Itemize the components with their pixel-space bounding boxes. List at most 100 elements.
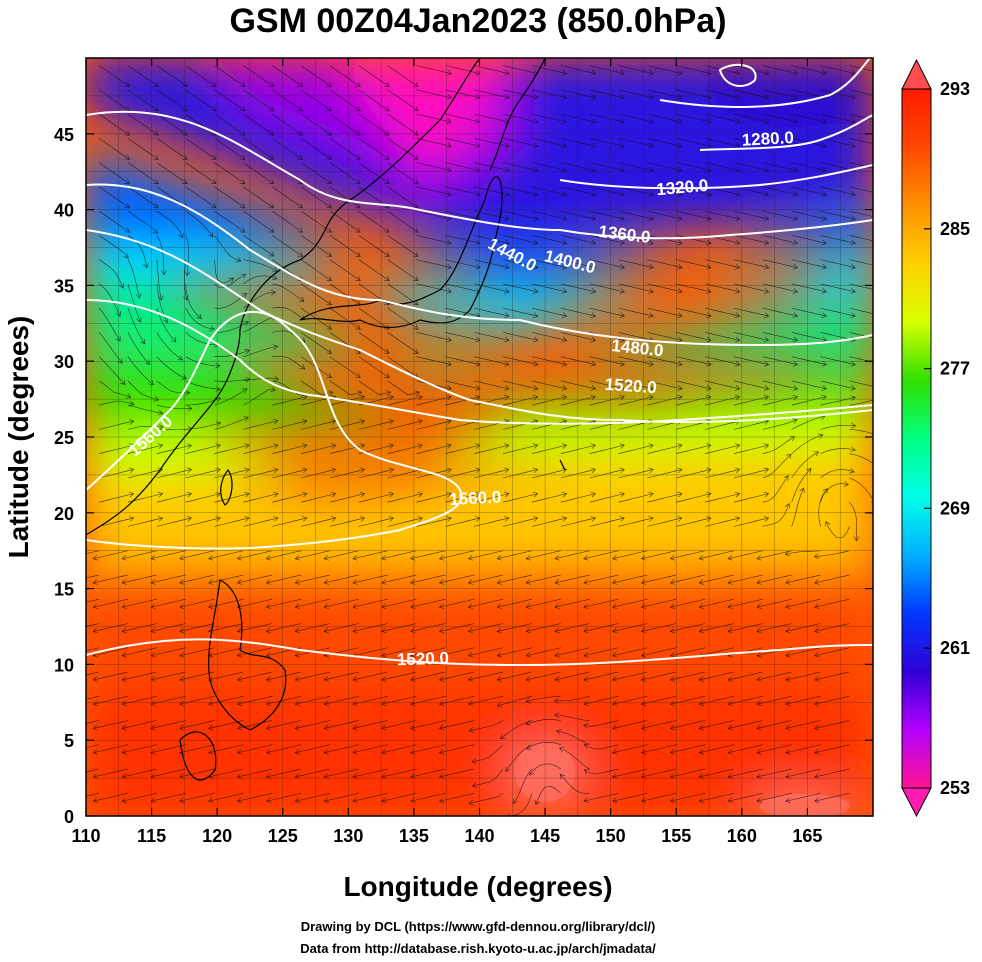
streamline [416, 138, 452, 147]
streamline [387, 113, 419, 136]
streamline-arrowhead [121, 724, 127, 731]
streamline-arrowhead [590, 191, 597, 197]
streamline [531, 307, 567, 317]
streamline-arrowhead [352, 579, 358, 585]
streamline [358, 469, 394, 479]
streamline-arrowhead [208, 603, 214, 610]
streamline [641, 695, 677, 705]
streamline-arrowhead [92, 700, 99, 707]
streamline-arrowhead [273, 443, 279, 449]
streamline-arrowhead [640, 627, 647, 634]
streamline [127, 380, 159, 401]
streamline [820, 210, 856, 220]
streamline-arrowhead [446, 467, 452, 474]
streamline [733, 186, 769, 196]
streamline-arrowhead [413, 203, 419, 209]
streamline [329, 493, 365, 503]
streamline [358, 356, 390, 378]
y-tick-label: 35 [54, 276, 74, 296]
streamline-arrowhead [355, 178, 361, 185]
streamline-arrowhead [561, 118, 568, 124]
streamline-arrowhead [182, 154, 188, 160]
streamline-arrowhead [236, 749, 243, 755]
streamline-arrowhead [879, 361, 884, 366]
streamline [531, 89, 567, 99]
streamline [300, 283, 332, 306]
streamline-arrowhead [561, 516, 568, 522]
streamline-arrowhead [92, 749, 99, 755]
streamline [531, 420, 567, 430]
streamline [185, 89, 217, 112]
streamline [560, 138, 596, 147]
streamline [676, 469, 711, 479]
streamline-arrowhead [244, 467, 250, 474]
streamline [589, 210, 625, 220]
streamline [156, 259, 162, 301]
streamline-arrowhead [561, 443, 568, 449]
streamline [156, 235, 165, 275]
streamline [439, 744, 475, 754]
streamline [791, 210, 827, 220]
streamline [785, 671, 821, 681]
streamline [358, 210, 390, 233]
streamline-arrowhead [446, 385, 452, 391]
streamline-arrowhead [208, 797, 214, 804]
streamline [93, 647, 129, 657]
streamline-arrowhead [211, 203, 217, 209]
streamline [791, 332, 827, 341]
coastlines [86, 58, 566, 781]
streamline-arrowhead [297, 203, 304, 209]
streamline [814, 744, 850, 754]
streamline [387, 396, 423, 406]
streamline-arrowhead [294, 700, 301, 707]
streamline [554, 671, 590, 681]
streamline-arrowhead [475, 118, 481, 124]
streamline-arrowhead [814, 700, 820, 707]
streamline-arrowhead [158, 424, 164, 430]
streamline-arrowhead [124, 203, 130, 209]
streamline-arrowhead [467, 603, 474, 610]
streamline-arrowhead [706, 516, 712, 522]
streamline [295, 793, 331, 802]
streamline-arrowhead [756, 676, 762, 682]
streamline [150, 550, 186, 559]
streamline-arrowhead [326, 348, 332, 354]
streamline-arrowhead [763, 239, 770, 246]
streamline [762, 162, 798, 171]
streamline [762, 259, 798, 268]
streamline [849, 307, 873, 314]
streamline-arrowhead [446, 288, 452, 294]
streamline [387, 517, 423, 527]
streamline-arrowhead [677, 191, 683, 197]
streamline [127, 89, 159, 112]
streamline-arrowhead [150, 555, 156, 561]
streamline-arrowhead [706, 467, 712, 474]
streamline [127, 283, 141, 323]
streamline-arrowhead [496, 652, 503, 658]
streamline-arrowhead [727, 749, 733, 755]
streamline-arrowhead [236, 555, 243, 561]
streamline-arrowhead [850, 385, 856, 391]
streamline [243, 89, 274, 112]
streamline [589, 113, 625, 123]
streamline-arrowhead [355, 154, 361, 160]
streamline [381, 550, 417, 559]
streamline-arrowhead [92, 603, 99, 610]
streamline [214, 273, 246, 289]
streamline-arrowhead [355, 227, 361, 233]
y-tick-label: 5 [64, 731, 74, 751]
streamline [705, 444, 740, 454]
y-tick-label: 0 [64, 807, 74, 827]
streamline [503, 517, 538, 527]
streamline-arrowhead [640, 797, 647, 804]
streamline [272, 186, 303, 209]
streamline [849, 235, 873, 242]
streamline-arrowhead [669, 749, 676, 755]
streamline [618, 113, 654, 123]
streamline [785, 647, 821, 657]
streamline [531, 380, 567, 390]
streamline [352, 671, 388, 681]
streamline [300, 113, 332, 136]
streamline-arrowhead [381, 579, 387, 585]
streamline-arrowhead [129, 419, 135, 425]
